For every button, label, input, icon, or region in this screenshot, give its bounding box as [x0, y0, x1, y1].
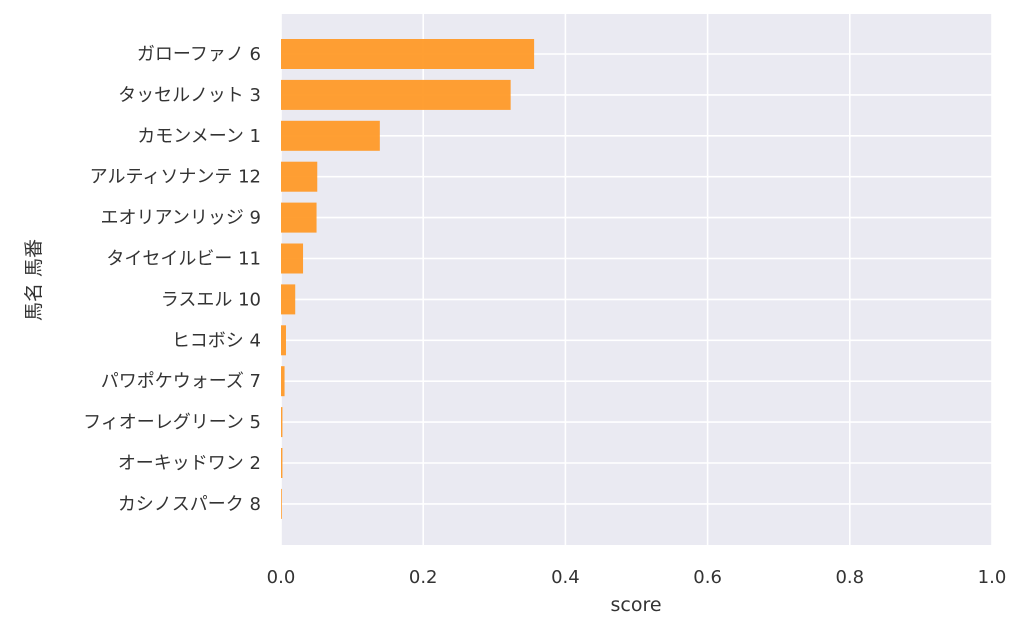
y-tick-label: カモンメーン 1 — [137, 126, 261, 147]
bar — [281, 161, 318, 192]
x-tick-labels: 0.0 0.2 0.4 0.6 0.8 1.0 — [267, 567, 1007, 588]
bar — [281, 79, 511, 110]
x-tick-label: 0.4 — [551, 567, 580, 588]
x-tick-label: 0.8 — [835, 567, 864, 588]
y-tick-label: ヒコボシ 4 — [172, 330, 261, 351]
y-tick-label: フィオーレグリーン 5 — [83, 412, 261, 433]
bar — [281, 120, 380, 151]
x-tick-label: 0.0 — [267, 567, 296, 588]
y-tick-label: パワポケウォーズ 7 — [101, 371, 261, 392]
y-tick-label: タイセイルビー 11 — [106, 249, 261, 270]
x-tick-label: 0.2 — [409, 567, 438, 588]
y-tick-label: ラスエル 10 — [161, 289, 261, 310]
y-tick-labels: ガローファノ 6 タッセルノット 3 カモンメーン 1 アルティソナンテ 12 エオリア… — [83, 44, 261, 515]
y-tick-label: タッセルノット 3 — [118, 85, 261, 106]
y-axis-label: 馬名 馬番 — [23, 239, 45, 321]
bar — [281, 284, 296, 315]
x-tick-label: 0.6 — [693, 567, 722, 588]
bar — [281, 325, 286, 356]
y-tick-label: エオリアンリッジ 9 — [101, 208, 261, 229]
y-tick-label: オーキッドワン 2 — [118, 453, 261, 474]
bar — [281, 366, 285, 397]
x-tick-label: 1.0 — [978, 567, 1007, 588]
y-tick-label: ガローファノ 6 — [137, 44, 261, 65]
bar — [281, 39, 535, 69]
bar — [281, 243, 304, 274]
bar — [281, 448, 283, 478]
x-axis-label: score — [610, 594, 661, 616]
y-tick-label: アルティソナンテ 12 — [90, 167, 261, 188]
y-tick-label: カシノスパーク 8 — [118, 494, 261, 515]
bar — [281, 202, 317, 233]
bar — [281, 488, 282, 519]
bars — [281, 39, 535, 519]
bar — [281, 407, 283, 438]
